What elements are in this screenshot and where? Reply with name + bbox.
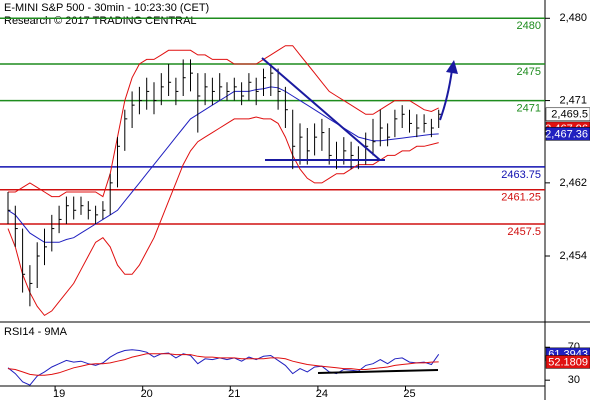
lower-band: [7, 116, 439, 317]
y-tick-label: 2,462: [559, 177, 587, 189]
y-tick-label: 2,454: [559, 250, 587, 262]
level-label: 2457.5: [507, 226, 541, 238]
y-tick-label: 2,471: [559, 94, 587, 106]
price-box-label: 52.1809: [548, 356, 588, 368]
x-tick-label: 21: [228, 388, 240, 400]
x-tick-label: 25: [403, 388, 415, 400]
annotations: [261, 57, 458, 374]
level-label: 2463.75: [501, 169, 541, 181]
trend-line: [261, 57, 381, 161]
rsi-line: [7, 349, 440, 386]
level-label: 2475: [517, 66, 541, 78]
level-label: 2471: [517, 102, 541, 114]
level-label: 2480: [517, 20, 541, 32]
price-box-label: 2,469.5: [551, 109, 588, 121]
price-box-label: 2,467.36: [545, 128, 588, 140]
price-box: [545, 107, 590, 122]
price-box: [545, 355, 590, 369]
rsi-title: RSI14 - 9MA: [4, 326, 68, 338]
y-tick-label: 30: [568, 374, 580, 386]
arrow-head: [446, 60, 458, 74]
x-tick-label: 24: [316, 388, 328, 400]
chart-subtitle: Research © 2017 TRADING CENTRAL: [4, 15, 197, 27]
rsi-line: [7, 353, 439, 376]
price-box: [545, 127, 590, 141]
x-tick-label: 19: [53, 388, 65, 400]
chart-title: E-MINI S&P 500 - 30min - 10:23:30 (CET): [4, 2, 209, 14]
x-tick-label: 20: [141, 388, 153, 400]
level-label: 2461.25: [501, 192, 541, 204]
rsi-trend-line: [317, 369, 439, 374]
upper-band: [8, 45, 439, 198]
middle-band: [7, 86, 439, 243]
arrow-shaft: [439, 69, 453, 121]
y-tick-label: 2,480: [559, 12, 587, 24]
